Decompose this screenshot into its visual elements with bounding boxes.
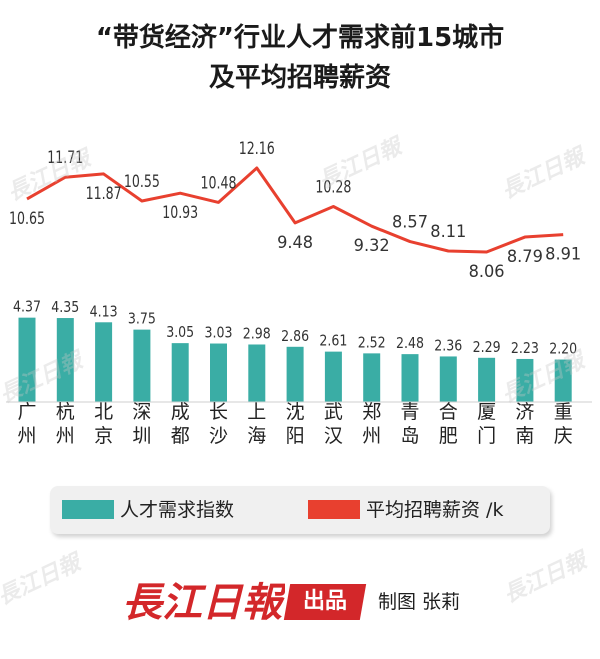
svg-text:長江日報: 長江日報 (122, 579, 285, 626)
bar (324, 351, 342, 402)
category-label: 海 (247, 425, 266, 447)
legend-label-demand: 人才需求指数 (120, 499, 235, 521)
category-label: 上 (247, 401, 266, 423)
bar-value-label: 2.20 (549, 340, 577, 358)
line-value-label: 10.93 (162, 203, 198, 223)
category-label: 深 (132, 401, 151, 423)
category-label: 济 (515, 401, 534, 423)
changjiang-daily-logo: 長江日報 (122, 579, 285, 626)
watermark: 長江日報 (499, 547, 591, 609)
credit-text: 制图 张莉 (378, 591, 461, 613)
salary-line (26, 166, 564, 254)
category-label: 南 (515, 425, 534, 447)
chart-title-line-2: 及平均招聘薪资 (208, 63, 391, 93)
category-label: 汉 (324, 425, 343, 447)
bar-value-label: 2.61 (319, 332, 347, 350)
bar-value-label: 3.75 (128, 310, 156, 328)
category-label: 州 (56, 425, 75, 447)
bar-value-label: 2.98 (243, 324, 271, 342)
line-value-label: 9.48 (277, 233, 313, 253)
line-value-label: 10.55 (124, 172, 160, 192)
category-label: 州 (362, 425, 381, 447)
category-label: 州 (17, 425, 36, 447)
bar (210, 343, 227, 402)
category-label: 杭 (56, 401, 75, 423)
bar-value-label: 4.37 (13, 298, 41, 316)
bar (363, 353, 381, 402)
category-label: 圳 (132, 425, 151, 447)
bar-value-label: 3.03 (205, 324, 233, 342)
line-value-label: 10.65 (9, 209, 45, 229)
chart: 4.37 4.35 4.13 3.75 3.05 3.03 2.98 2.86 2.61 2.52… (6, 139, 592, 447)
legend-swatch-demand (62, 500, 114, 519)
category-label: 阳 (286, 425, 305, 447)
chart-title: “带货经济”行业人才需求前15城市 及平均招聘薪资 (0, 18, 600, 98)
bar-value-label: 2.48 (396, 334, 424, 352)
bar (478, 357, 496, 402)
category-label: 武 (324, 401, 343, 423)
bar (56, 318, 74, 402)
produced-by-label: 出品 (302, 589, 347, 614)
line-value-label: 8.79 (507, 247, 543, 267)
bar (133, 329, 151, 402)
bar-value-label: 2.29 (473, 338, 501, 356)
bar-value-label: 2.23 (511, 339, 539, 357)
category-label: 重 (554, 401, 573, 423)
bar (248, 344, 266, 402)
chart-title-line-1: “带货经济”行业人才需求前15城市 (95, 23, 505, 53)
bar (171, 343, 189, 402)
bar-value-label: 2.36 (434, 336, 462, 354)
bar-value-label: 2.52 (358, 333, 386, 351)
legend: 人才需求指数 平均招聘薪资 /k (50, 486, 550, 534)
bar (286, 346, 304, 402)
category-label: 沈 (286, 401, 305, 423)
line-value-label: 10.28 (315, 178, 351, 198)
bar (439, 356, 457, 402)
line-value-label: 10.48 (201, 173, 237, 193)
category-label: 合 (439, 401, 458, 423)
legend-label-salary: 平均招聘薪资 /k (366, 499, 504, 521)
bar-value-label: 4.35 (51, 298, 79, 316)
bar-value-label: 3.05 (166, 323, 194, 341)
bar-value-label: 4.13 (90, 302, 118, 320)
category-label: 沙 (209, 425, 228, 447)
category-label: 庆 (554, 425, 573, 447)
bar (95, 322, 113, 402)
category-label: 青 (400, 401, 419, 423)
legend-swatch-salary (308, 500, 360, 519)
category-label: 郑 (362, 401, 381, 423)
bar (18, 317, 36, 402)
line-value-label: 8.57 (392, 213, 428, 233)
category-label: 长 (209, 401, 228, 423)
category-label: 肥 (439, 425, 458, 447)
category-label: 广 (17, 401, 36, 423)
watermark: 長江日報 (0, 549, 85, 611)
category-label: 厦 (477, 401, 496, 423)
category-label: 门 (477, 425, 496, 447)
line-value-label: 8.11 (430, 222, 466, 242)
category-label: 岛 (400, 425, 419, 447)
line-value-label: 12.16 (239, 139, 275, 159)
line-value-label: 8.91 (545, 245, 581, 265)
line-value-label: 8.06 (469, 262, 505, 282)
category-label: 都 (171, 425, 190, 447)
bar (554, 359, 572, 402)
line-value-label: 9.32 (354, 236, 390, 256)
bar (516, 358, 534, 402)
produced-by-tag: 出品 (283, 584, 367, 620)
category-label: 北 (94, 401, 113, 423)
bar (401, 354, 419, 402)
category-label: 京 (94, 425, 113, 447)
bar-value-label: 2.86 (281, 327, 309, 345)
category-label: 成 (171, 401, 190, 423)
line-value-label: 11.71 (47, 148, 83, 168)
line-value-label: 11.87 (86, 184, 122, 204)
